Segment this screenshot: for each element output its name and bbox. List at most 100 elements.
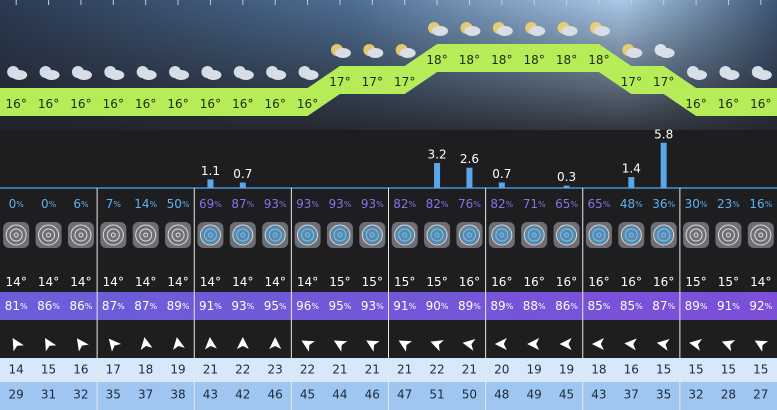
unit: °	[53, 275, 59, 289]
value: 89	[458, 299, 473, 313]
precip-bar	[239, 182, 246, 188]
unit: %	[279, 302, 287, 311]
value: 82	[393, 197, 408, 211]
value: 89	[490, 299, 505, 313]
wind-speed: 22	[235, 363, 250, 377]
weather-icon-cloud	[173, 70, 190, 80]
cloud-cover: 50%	[167, 197, 190, 211]
unit: %	[214, 302, 222, 311]
unit: °	[604, 53, 610, 67]
unit: °	[21, 275, 27, 289]
radar-ring	[556, 224, 578, 246]
radar-ring	[167, 224, 189, 246]
wind-speed: 18	[591, 363, 606, 377]
unit: °	[183, 275, 189, 289]
humidity: 91%	[393, 299, 416, 313]
unit: °	[247, 275, 253, 289]
value: 16	[653, 275, 668, 289]
radar-ring	[394, 224, 416, 246]
value: 16	[265, 97, 280, 111]
value: 93	[361, 197, 376, 211]
precip-label: 0.3	[557, 170, 576, 184]
radar-icon	[67, 222, 94, 248]
temp-label: 17°	[621, 75, 642, 89]
wind-gust: 35	[656, 388, 671, 402]
radar-ring	[175, 232, 181, 238]
temperature: 14°	[135, 275, 156, 289]
temp-label: 17°	[362, 75, 383, 89]
wind-speed: 16	[73, 363, 88, 377]
value: 93	[328, 197, 343, 211]
wind-gust: 50	[462, 388, 477, 402]
value: 14	[135, 275, 150, 289]
wind-gust: 45	[559, 388, 574, 402]
value: 87	[134, 299, 149, 313]
radar-ring	[42, 228, 56, 242]
unit: %	[473, 302, 481, 311]
wind-speed: 21	[203, 363, 218, 377]
value: 16	[749, 197, 764, 211]
unit: %	[16, 200, 24, 209]
weather-icon-cloud	[140, 70, 157, 80]
weather-icon-cloud	[108, 70, 125, 80]
value: 14	[265, 275, 280, 289]
radar-ring	[523, 224, 545, 246]
unit: %	[409, 302, 417, 311]
wind-gust: 43	[591, 388, 606, 402]
wind-arrow	[559, 338, 572, 350]
radar-ring	[329, 224, 351, 246]
unit: °	[53, 97, 59, 111]
unit: %	[635, 302, 643, 311]
value: 71	[523, 197, 538, 211]
temperature: 16°	[556, 275, 577, 289]
radar-ring	[721, 228, 735, 242]
unit: °	[312, 275, 318, 289]
humidity: 85%	[587, 299, 610, 313]
radar-ring	[689, 228, 703, 242]
precip-label: 5.8	[654, 127, 673, 141]
unit: %	[635, 200, 643, 209]
radar-icon	[165, 222, 192, 248]
value: 93	[264, 197, 279, 211]
wind-arrow	[721, 340, 736, 352]
radar-echo	[557, 226, 576, 244]
value: 18	[556, 53, 571, 67]
wind-speed: 19	[170, 363, 185, 377]
cloud-cover: 87%	[231, 197, 254, 211]
unit: °	[377, 275, 383, 289]
humidity: 89%	[490, 299, 513, 313]
wind-speed: 21	[332, 363, 347, 377]
weather-icon-cloud	[496, 26, 513, 36]
wind-arrow	[269, 337, 282, 349]
wind-gust: 28	[721, 388, 736, 402]
unit: °	[701, 97, 707, 111]
humidity: 90%	[426, 299, 449, 313]
precip-label: 3.2	[428, 148, 447, 162]
temperature: 14°	[70, 275, 91, 289]
precip-label: 0.7	[233, 167, 252, 181]
temp-label: 16°	[6, 97, 27, 111]
unit: %	[279, 200, 287, 209]
wind-arrow	[689, 338, 703, 351]
value: 16	[232, 97, 247, 111]
wind-arrow	[301, 340, 315, 352]
unit: °	[345, 275, 351, 289]
wind-gust: 45	[300, 388, 315, 402]
value: 16	[200, 97, 215, 111]
value: 87	[652, 299, 667, 313]
value: 93	[296, 197, 311, 211]
cloud-cover: 48%	[620, 197, 643, 211]
unit: %	[376, 302, 384, 311]
radar-ring	[102, 224, 124, 246]
wind-speed: 22	[429, 363, 444, 377]
wind-gust: 37	[624, 388, 639, 402]
wind-arrow	[366, 340, 380, 352]
unit: %	[732, 200, 740, 209]
value: 14	[103, 275, 118, 289]
value: 85	[587, 299, 602, 313]
cloud-cover: 65%	[555, 197, 578, 211]
wind-speed: 16	[624, 363, 639, 377]
value: 14	[70, 275, 85, 289]
unit: °	[474, 53, 480, 67]
value: 18	[426, 53, 441, 67]
